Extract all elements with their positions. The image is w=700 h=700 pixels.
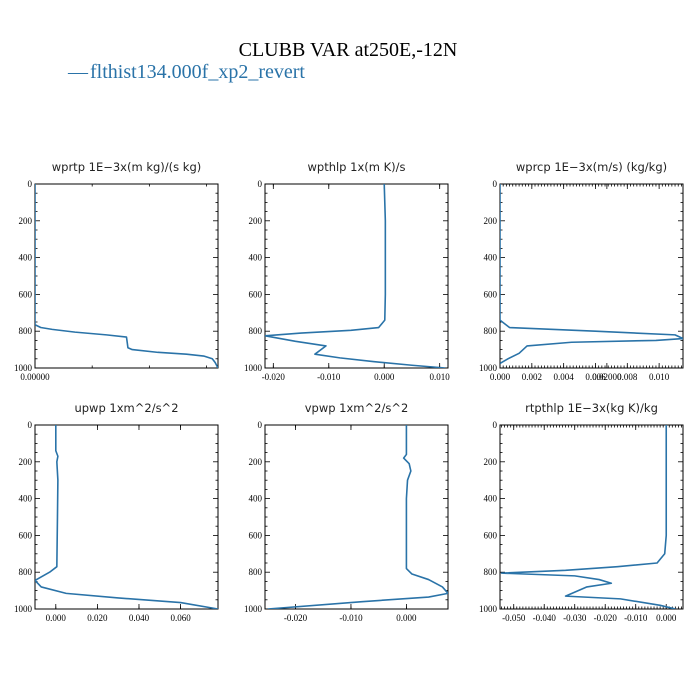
panel-title: vpwp 1xm^2/s^2 [305,401,409,415]
x-tick-label: 0.006 [585,372,606,382]
x-tick-label: 0.002 [522,372,542,382]
profile-line [35,425,218,609]
y-tick-label: 400 [484,494,498,504]
y-tick-label: 400 [19,494,33,504]
y-tick-label: 1000 [479,363,498,373]
profile-line [500,184,683,365]
y-tick-label: 1000 [244,363,263,373]
y-tick-label: 0 [28,179,33,189]
y-tick-label: 800 [19,567,33,577]
panel-2: wpthlp 1x(m K)/s 0 200 400 600 800 1000-0.020 -… [244,160,450,382]
panel-title: upwp 1xm^2/s^2 [74,401,178,415]
y-tick-label: 800 [19,326,33,336]
y-tick-label: 0 [28,420,33,430]
y-tick-label: 600 [484,530,498,540]
y-tick-label: 1000 [244,604,263,614]
y-tick-label: 1000 [479,604,498,614]
plot-frame [499,424,684,610]
x-tick-label: 0.000 [396,613,417,623]
profile-line [267,425,448,609]
x-tick-label: -0.030 [563,613,587,623]
y-tick-label: 1000 [14,363,33,373]
y-tick-label: 200 [249,216,263,226]
x-tick-label: -0.010 [317,372,341,382]
plot-frame [264,424,449,610]
x-tick-label: -0.020 [594,613,618,623]
x-tick-label: -0.020 [262,372,286,382]
y-tick-label: 200 [19,216,33,226]
panel-title: wprcp 1E−3x(m/s) (kg/kg) [516,160,667,174]
y-tick-label: 600 [19,289,33,299]
panel-3: wprcp 1E−3x(m/s) (kg/kg) 0 200 400 600 800 100… [479,160,684,382]
y-tick-label: 600 [249,289,263,299]
legend-label: flthist134.000f_xp2_revert [90,61,305,83]
x-tick-label: 0.020 [87,613,108,623]
y-tick-label: 600 [484,289,498,299]
profile-line [265,184,446,368]
x-tick-label: 0.000 [490,372,511,382]
panel-6: rtpthlp 1E−3x(kg K)/kg02004006008001000-… [479,401,684,623]
y-tick-label: 400 [19,253,33,263]
panel-title: wpthlp 1x(m K)/s [307,160,405,174]
profile-line [500,425,676,609]
profile-line [35,184,218,368]
y-tick-label: 200 [19,457,33,467]
x-tick-label: 0.000 [656,613,677,623]
x-tick-label: -0.010 [339,613,363,623]
panel-grid: wprtp 1E−3x(m kg)/(s kg) 0 200 400 600 800 100… [14,160,684,623]
plot-frame [34,424,219,610]
x-tick-label: 0.010 [430,372,451,382]
y-tick-label: 0 [258,179,263,189]
y-tick-label: 200 [249,457,263,467]
y-tick-label: 800 [249,326,263,336]
y-tick-label: 800 [484,567,498,577]
x-tick-label: 0.02000 [592,372,622,382]
y-tick-label: 200 [484,457,498,467]
x-tick-label: -0.010 [624,613,648,623]
y-tick-label: 600 [19,530,33,540]
x-tick-label: 0.010 [649,372,670,382]
x-tick-label: -0.020 [284,613,308,623]
y-tick-label: 400 [249,253,263,263]
figure-legend: — flthist134.000f_xp2_revert [67,61,305,83]
x-tick-label: 0.040 [129,613,150,623]
x-tick-label: 0.004 [554,372,575,382]
x-tick-label: 0.00000 [20,372,50,382]
panel-title: rtpthlp 1E−3x(kg K)/kg [525,401,658,415]
x-tick-label: 0.000 [46,613,67,623]
legend-line-marker: — [67,61,89,83]
x-tick-label: 0.008 [617,372,638,382]
x-tick-label: -0.050 [502,613,526,623]
x-tick-label: -0.040 [533,613,557,623]
y-tick-label: 600 [249,530,263,540]
y-tick-label: 200 [484,216,498,226]
y-tick-label: 800 [484,326,498,336]
y-tick-label: 1000 [14,604,33,614]
figure-title: CLUBB VAR at250E,-12N [239,39,458,61]
panel-4: upwp 1xm^2/s^2 0 200 400 600 800 1000 0.000 0.02… [14,401,219,623]
panel-1: wprtp 1E−3x(m kg)/(s kg) 0 200 400 600 800 100… [14,160,622,382]
y-tick-label: 0 [493,179,498,189]
y-tick-label: 0 [493,420,498,430]
x-tick-label: 0.000 [374,372,395,382]
x-tick-label: 0.060 [170,613,191,623]
panel-5: vpwp 1xm^2/s^2 0 200 400 600 800 1000 -0.020 -0.… [244,401,449,623]
y-tick-label: 400 [249,494,263,504]
y-tick-label: 800 [249,567,263,577]
panel-title: wprtp 1E−3x(m kg)/(s kg) [52,160,201,174]
y-tick-label: 0 [258,420,263,430]
y-tick-label: 400 [484,253,498,263]
